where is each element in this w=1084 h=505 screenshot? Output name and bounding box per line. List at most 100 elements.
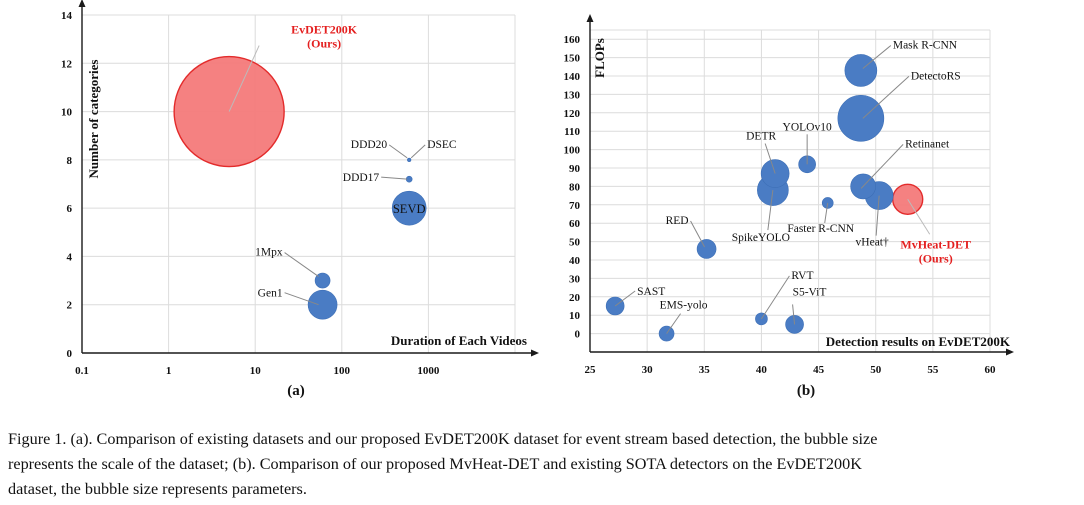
x-axis-title: Detection results on EvDET200K xyxy=(826,334,1011,349)
bubble-1mpx xyxy=(314,272,331,289)
leader-line-retinanet xyxy=(860,144,904,189)
axes xyxy=(586,14,1014,356)
caption-line-2: represents the scale of the dataset; (b)… xyxy=(8,455,862,473)
leader-line-ddd20 xyxy=(388,144,408,159)
tick-labels: 25 30 35 40 45 50 55 60 0 10 20 30 40 50 60 70 80 90 100 11… xyxy=(564,34,997,376)
y-tick-label: 2 xyxy=(67,300,73,312)
label-yolov10: YOLOv10 xyxy=(783,121,832,133)
x-tick-label: 25 xyxy=(585,364,597,376)
leader-line-ddd17 xyxy=(381,176,408,180)
label-sevd: SEVD xyxy=(393,202,426,216)
x-tick-label: 100 xyxy=(334,365,351,377)
bubble-detectors xyxy=(837,95,885,142)
x-tick-label: 50 xyxy=(870,364,882,376)
label-ddd20: DDD20 xyxy=(351,139,388,151)
leader-line-detectors xyxy=(862,75,910,119)
y-axis-title: FLOPs xyxy=(592,38,607,78)
y-tick-label: 10 xyxy=(61,107,73,119)
y-tick-label: 4 xyxy=(67,251,73,263)
leader-line-spikeyolo xyxy=(767,190,774,231)
label-rvt: RVT xyxy=(791,270,813,282)
chart-panel-b: Mask R-CNN DetectoRS YOLOv10 DETR SpikeYOLO R… xyxy=(564,14,1014,399)
y-tick-label: 10 xyxy=(569,310,581,322)
figure-caption: Figure 1. (a). Comparison of existing da… xyxy=(8,427,1078,502)
y-tick-label: 110 xyxy=(564,126,580,138)
leader-line-mask-r-cnn xyxy=(862,45,892,69)
panel-label: (a) xyxy=(287,383,305,399)
x-tick-label: 1000 xyxy=(417,365,440,377)
leader-line-s5-vit xyxy=(792,304,796,325)
axes xyxy=(78,0,539,357)
leader-line-vheat- xyxy=(875,195,880,236)
bubbles xyxy=(173,55,427,320)
y-axis-title: Number of categories xyxy=(86,60,101,179)
label-spikeyolo: SpikeYOLO xyxy=(732,232,790,244)
label-1mpx: 1Mpx xyxy=(255,247,283,259)
x-tick-label: 35 xyxy=(699,364,711,376)
leader-line-detr xyxy=(764,143,776,174)
label-ddd17: DDD17 xyxy=(343,172,380,184)
chart-panel-a: EvDET200K(Ours) DSEC DDD20 DDD17 SEVD 1Mpx Gen… xyxy=(61,0,539,399)
gridlines xyxy=(589,29,991,352)
y-tick-label: 60 xyxy=(569,218,581,230)
x-tick-label: 60 xyxy=(985,364,997,376)
y-tick-label: 130 xyxy=(564,89,581,101)
label-detr: DETR xyxy=(746,131,776,143)
y-tick-label: 12 xyxy=(61,58,73,70)
x-tick-label: 10 xyxy=(250,365,262,377)
y-tick-label: 80 xyxy=(569,181,581,193)
bubble-gen1 xyxy=(307,289,338,320)
leader-line-rvt xyxy=(761,275,790,320)
y-tick-label: 14 xyxy=(61,10,73,22)
y-tick-label: 0 xyxy=(67,348,73,360)
leader-line-gen1 xyxy=(284,292,319,306)
x-tick-label: 1 xyxy=(166,365,172,377)
bubble-ddd20 xyxy=(407,157,412,162)
leader-line-evdet200k xyxy=(228,45,260,112)
label-mask-r-cnn: Mask R-CNN xyxy=(893,39,958,51)
sublabel-mvheat-det: (Ours) xyxy=(919,251,953,265)
leader-line-1mpx xyxy=(284,252,319,277)
leader-line-mvheat-det xyxy=(907,199,931,235)
y-tick-label: 90 xyxy=(569,163,581,175)
x-tick-label: 30 xyxy=(642,364,654,376)
gridlines xyxy=(81,14,516,354)
sublabel-evdet200k: (Ours) xyxy=(307,37,341,51)
label-vheat-: vHeat† xyxy=(856,237,889,249)
label-sast: SAST xyxy=(637,286,665,298)
caption-line-1: Figure 1. (a). Comparison of existing da… xyxy=(8,430,878,448)
leader-line-sast xyxy=(614,290,636,307)
x-tick-label: 55 xyxy=(927,364,939,376)
leader-line-ems-yolo xyxy=(666,313,681,334)
y-tick-label: 30 xyxy=(569,273,581,285)
label-dsec: DSEC xyxy=(427,139,457,151)
panel-label: (b) xyxy=(797,383,815,399)
x-axis-arrow xyxy=(531,349,539,357)
y-tick-label: 40 xyxy=(569,255,581,267)
figure: EvDET200K(Ours)DSECDDD20DDD17SEVD1MpxGen… xyxy=(61,0,1014,399)
y-tick-label: 50 xyxy=(569,237,581,249)
y-axis-arrow xyxy=(586,14,594,22)
x-axis-title: Duration of Each Videos xyxy=(391,333,527,348)
y-tick-label: 150 xyxy=(564,53,581,65)
label-mvheat-det: MvHeat-DET xyxy=(900,237,971,251)
y-tick-label: 20 xyxy=(569,292,581,304)
y-tick-label: 70 xyxy=(569,200,581,212)
x-tick-label: 45 xyxy=(813,364,825,376)
y-tick-label: 160 xyxy=(564,34,581,46)
leader-line-red xyxy=(690,220,706,248)
bubble-sevd xyxy=(391,190,427,226)
x-axis-arrow xyxy=(1006,348,1014,356)
label-detectors: DetectoRS xyxy=(911,70,961,82)
label-red: RED xyxy=(666,215,689,227)
y-tick-label: 120 xyxy=(564,108,581,120)
label-faster-r-cnn: Faster R-CNN xyxy=(787,223,854,235)
y-tick-label: 100 xyxy=(564,145,581,157)
label-retinanet: Retinanet xyxy=(905,138,950,150)
leader-line-dsec xyxy=(410,144,426,159)
caption-line-3: dataset, the bubble size represents para… xyxy=(8,480,307,498)
y-axis-arrow xyxy=(78,0,86,7)
x-tick-label: 40 xyxy=(756,364,768,376)
leader-line-faster-r-cnn xyxy=(824,202,829,224)
bubble-red xyxy=(696,239,717,259)
